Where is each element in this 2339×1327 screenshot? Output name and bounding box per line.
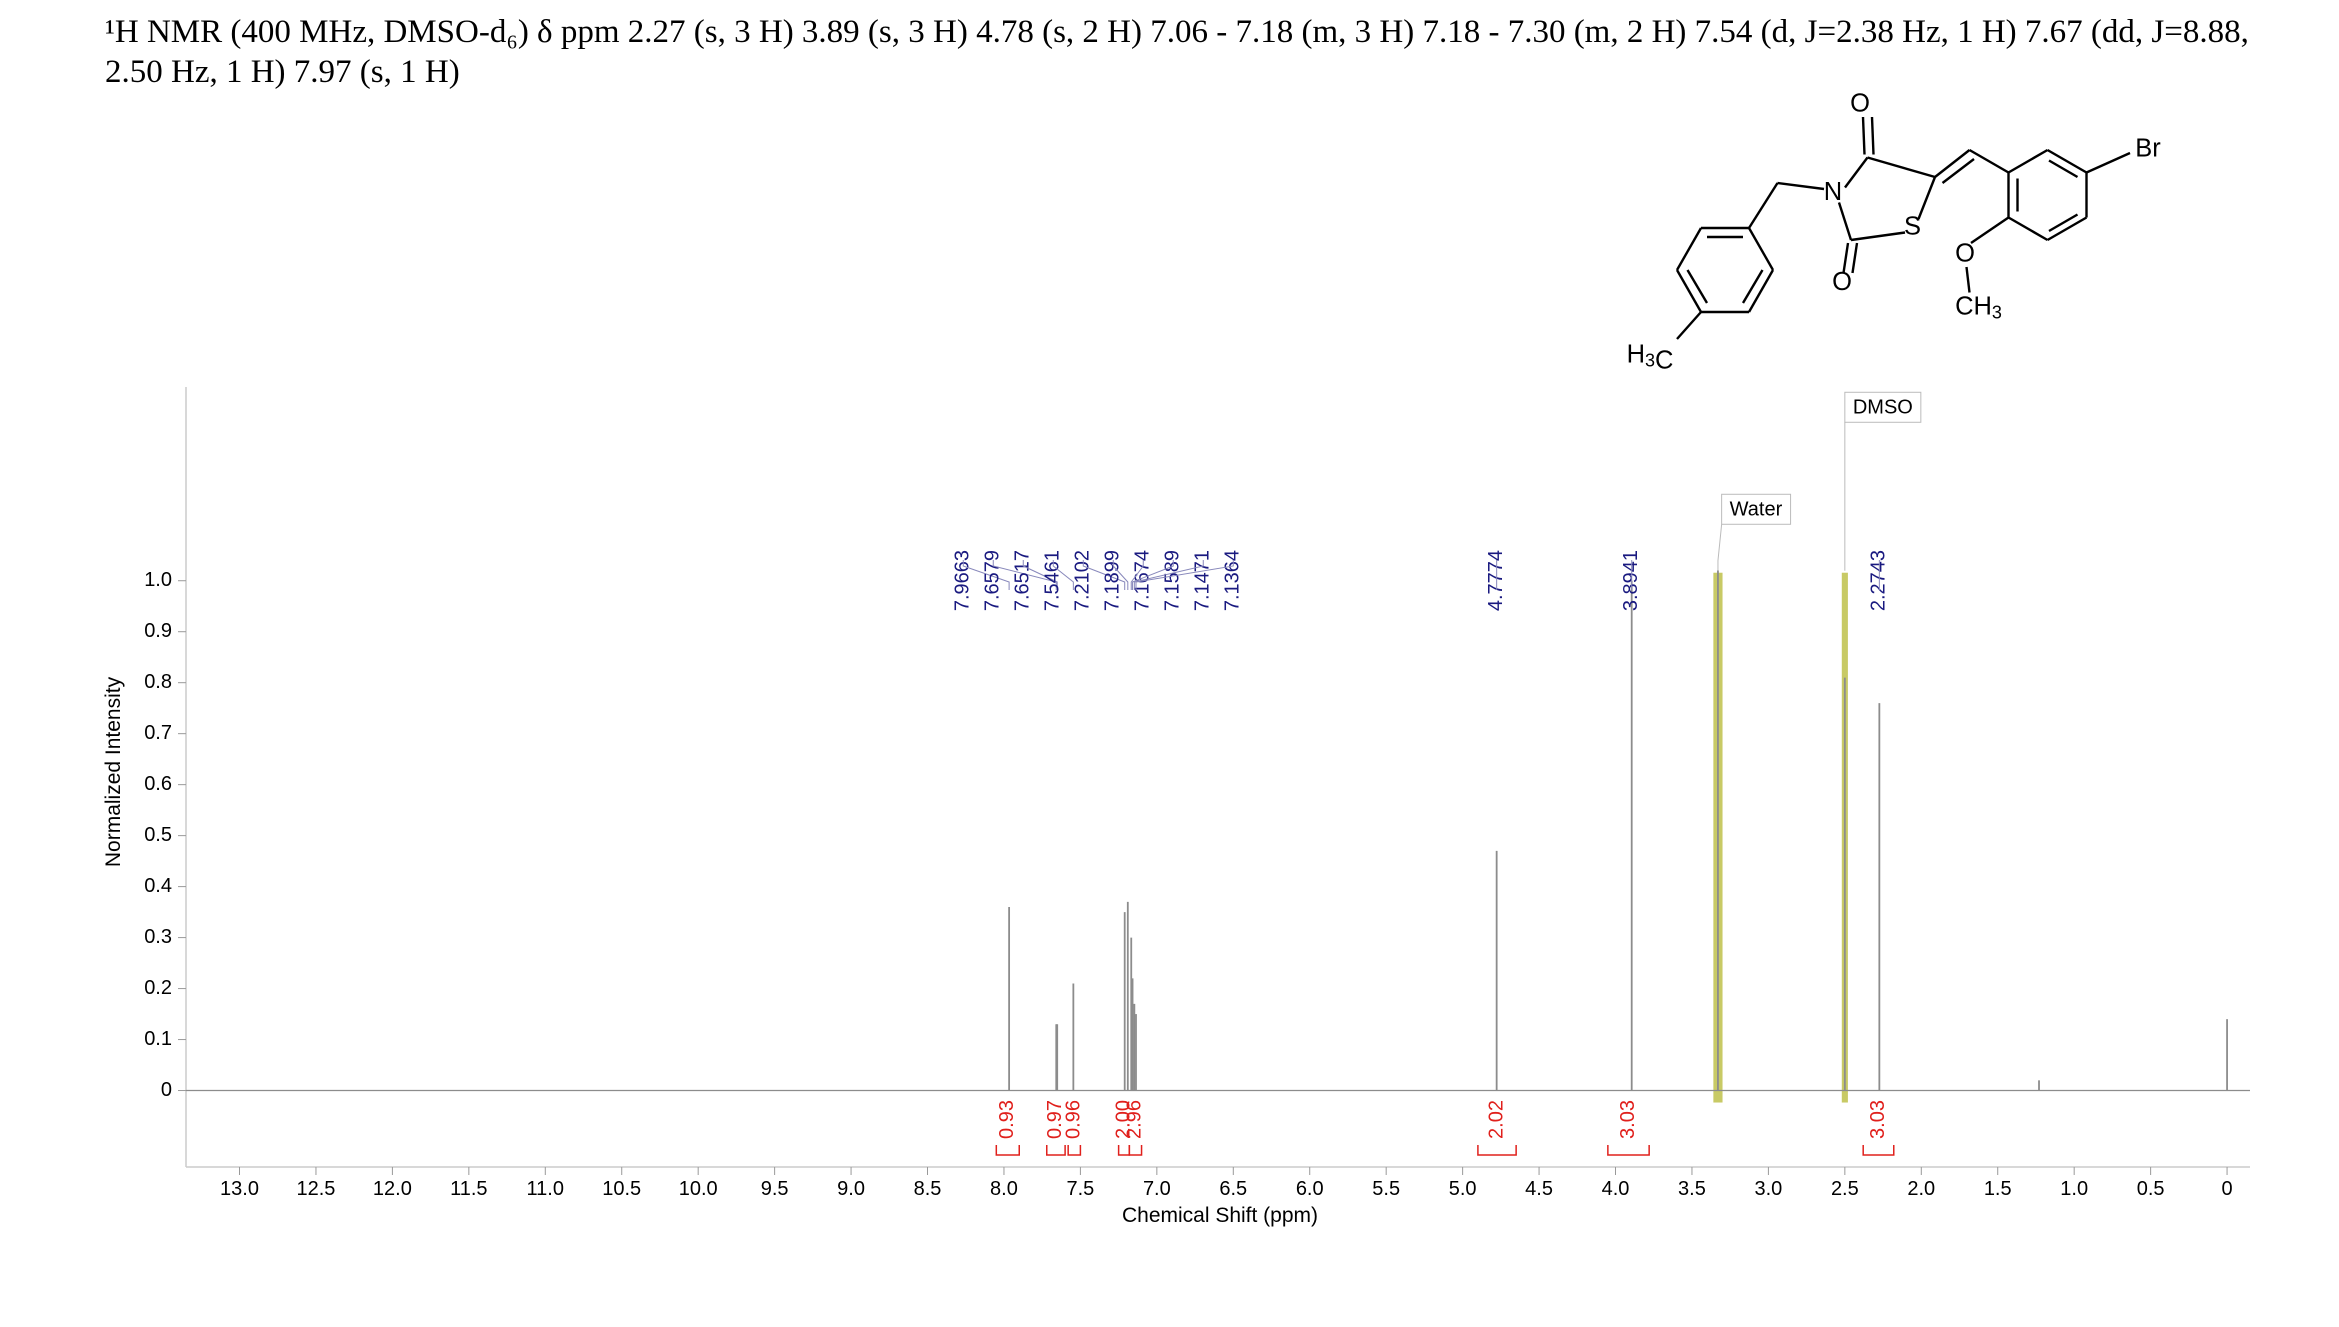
header-text: ¹H NMR (400 MHz, DMSO-d₆) δ ppm 2.27 (s,… xyxy=(105,14,2249,90)
integral-bracket xyxy=(995,1145,1020,1156)
x-tick-label: 8.0 xyxy=(990,1178,1018,1200)
peak-leader xyxy=(1112,560,1129,590)
peak-label: 7.5461 xyxy=(1042,550,1064,611)
x-tick-label: 7.5 xyxy=(1066,1178,1094,1200)
peak-label: 7.1471 xyxy=(1192,550,1214,611)
x-tick-label: 12.0 xyxy=(373,1178,412,1200)
y-tick-label: 0.3 xyxy=(144,926,172,948)
peak-label: 7.1589 xyxy=(1162,550,1184,611)
peak-leader xyxy=(962,560,1010,590)
integral-label: 0.96 xyxy=(1063,1100,1085,1139)
x-tick-label: 6.0 xyxy=(1296,1178,1324,1200)
solvent-label: Water xyxy=(1730,498,1783,520)
peak-leader xyxy=(1022,560,1058,590)
integral-bracket xyxy=(1607,1145,1650,1156)
peak-leader xyxy=(1132,560,1174,590)
solvent-leader xyxy=(1717,524,1723,571)
atom-label: S xyxy=(1904,213,1921,241)
integral-label: 3.03 xyxy=(1867,1100,1889,1139)
atom-label: N xyxy=(1824,178,1842,206)
y-tick-label: 0.8 xyxy=(144,671,172,693)
y-tick-label: 0.2 xyxy=(144,977,172,999)
integral-bracket xyxy=(1117,1145,1131,1156)
integral-label: 3.03 xyxy=(1617,1100,1639,1139)
y-tick-label: 0.7 xyxy=(144,722,172,744)
integral-label: 2.02 xyxy=(1485,1100,1507,1139)
x-tick-label: 10.5 xyxy=(602,1178,641,1200)
x-tick-label: 9.5 xyxy=(761,1178,789,1200)
y-tick-label: 0.4 xyxy=(144,875,172,897)
solvent-label-box xyxy=(1844,391,1922,423)
x-tick-label: 8.5 xyxy=(914,1178,942,1200)
integral-label: 2.00 xyxy=(1112,1100,1134,1139)
x-tick-label: 3.5 xyxy=(1678,1178,1706,1200)
x-tick-label: 7.0 xyxy=(1143,1178,1171,1200)
x-tick-label: 12.5 xyxy=(296,1178,335,1200)
atom-label: Br xyxy=(2135,135,2161,163)
y-tick-label: 0.1 xyxy=(144,1028,172,1050)
peak-leader xyxy=(1133,560,1204,590)
peak-label: 2.2743 xyxy=(1868,550,1890,611)
integral-bracket xyxy=(1067,1145,1082,1156)
x-tick-label: 4.5 xyxy=(1525,1178,1553,1200)
x-tick-label: 2.0 xyxy=(1907,1178,1935,1200)
y-axis-label: Normalized Intensity xyxy=(102,676,125,867)
integral-label: 2.96 xyxy=(1124,1100,1146,1139)
x-tick-label: 9.0 xyxy=(837,1178,865,1200)
atom-label: O xyxy=(1832,268,1852,296)
atom-label: H3C xyxy=(1627,340,1674,374)
x-tick-label: 5.5 xyxy=(1372,1178,1400,1200)
peak-label: 3.8941 xyxy=(1620,550,1642,611)
peak-leader xyxy=(1135,560,1234,590)
x-tick-label: 0 xyxy=(2222,1178,2233,1200)
x-tick-label: 0.5 xyxy=(2137,1178,2165,1200)
peak-label: 7.9663 xyxy=(952,550,974,611)
peak-label: 7.1899 xyxy=(1102,550,1124,611)
peak-leader xyxy=(1052,560,1074,590)
y-tick-label: 1.0 xyxy=(144,569,172,591)
peak-label: 7.1364 xyxy=(1222,550,1244,611)
peak-leader xyxy=(992,560,1057,590)
x-tick-label: 1.0 xyxy=(2060,1178,2088,1200)
integral-bracket xyxy=(1128,1145,1143,1156)
y-tick-label: 0.6 xyxy=(144,773,172,795)
x-tick-label: 5.0 xyxy=(1449,1178,1477,1200)
x-tick-label: 4.0 xyxy=(1602,1178,1630,1200)
x-tick-label: 10.0 xyxy=(679,1178,718,1200)
x-tick-label: 2.5 xyxy=(1831,1178,1859,1200)
x-tick-label: 1.5 xyxy=(1984,1178,2012,1200)
integral-label: 0.97 xyxy=(1044,1100,1066,1139)
peak-leader xyxy=(1130,560,1144,590)
integral-bracket xyxy=(1046,1145,1066,1156)
x-axis-label: Chemical Shift (ppm) xyxy=(1122,1204,1318,1227)
integral-bracket xyxy=(1862,1145,1895,1156)
atom-label: CH3 xyxy=(1955,292,2002,322)
solvent-label: DMSO xyxy=(1853,396,1913,418)
atom-label: O xyxy=(1850,90,1870,118)
integral-label: 0.93 xyxy=(996,1100,1018,1139)
peak-label: 7.6579 xyxy=(982,550,1004,611)
peak-label: 7.6517 xyxy=(1012,550,1034,611)
y-tick-label: 0.9 xyxy=(144,620,172,642)
peak-label: 4.7774 xyxy=(1485,550,1507,611)
solvent-label-box xyxy=(1721,493,1792,525)
peak-label: 7.2102 xyxy=(1072,550,1094,611)
y-tick-label: 0.5 xyxy=(144,824,172,846)
x-tick-label: 13.0 xyxy=(220,1178,259,1200)
integral-bracket xyxy=(1477,1145,1517,1156)
x-tick-label: 3.0 xyxy=(1754,1178,1782,1200)
x-tick-label: 11.0 xyxy=(527,1178,564,1200)
y-tick-label: 0 xyxy=(161,1079,172,1101)
atom-label: O xyxy=(1955,240,1975,268)
structure: O N S O Br O CH3 H3C xyxy=(1627,90,2162,375)
x-tick-label: 11.5 xyxy=(450,1178,487,1200)
peak-leader xyxy=(1082,560,1126,590)
x-tick-label: 6.5 xyxy=(1219,1178,1247,1200)
